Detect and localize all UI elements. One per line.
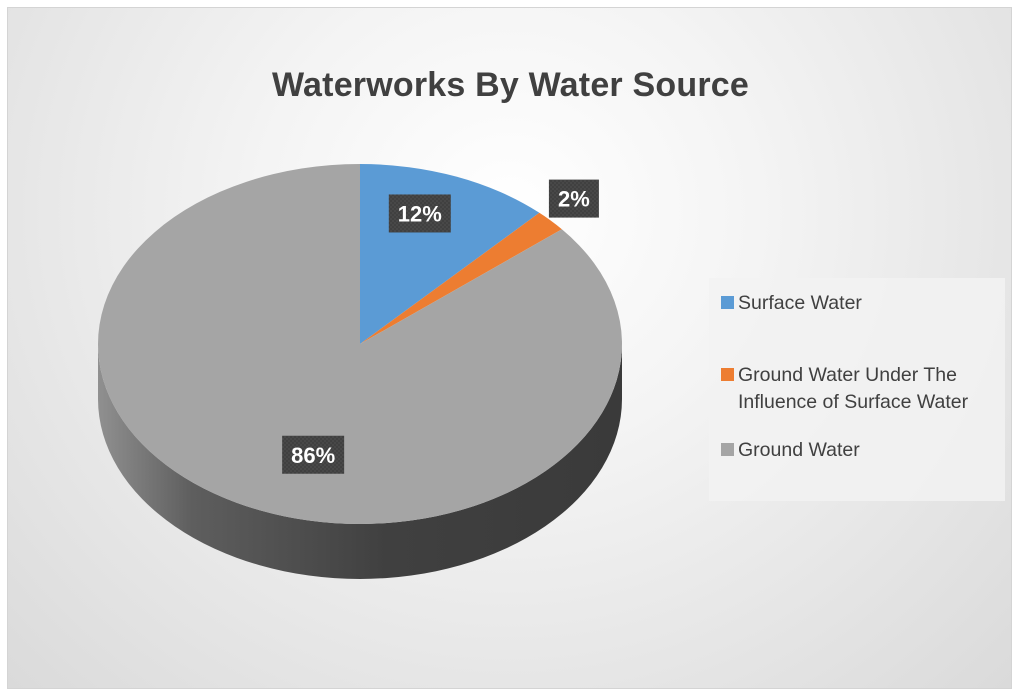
legend-label-ground-water: Ground Water xyxy=(738,439,860,461)
chart-title: Waterworks By Water Source xyxy=(272,66,749,104)
data-label-gwudi: 2% xyxy=(548,179,599,218)
legend-swatch-gwudi xyxy=(721,368,734,381)
data-label-ground-water-text: 86% xyxy=(291,443,335,468)
data-label-surface-water: 12% xyxy=(388,194,451,233)
data-label-gwudi-box xyxy=(548,179,599,218)
data-label-surface-water-text: 12% xyxy=(398,201,442,226)
data-label-ground-water: 86% xyxy=(282,435,345,474)
chart-area: Waterworks By Water Source 12% 2% 86% Surf… xyxy=(7,7,1012,689)
pie-side-surface xyxy=(98,344,622,579)
legend-label-gwudi: Ground Water Under The Influence of Surf… xyxy=(738,364,969,413)
pie-chart: 12% 2% 86% xyxy=(97,164,622,579)
legend-swatch-ground-water xyxy=(721,443,734,456)
pie-side-wall xyxy=(98,344,622,579)
legend-label-surface-water: Surface Water xyxy=(738,292,862,314)
data-label-ground-water-box xyxy=(282,435,345,474)
pie-slices xyxy=(97,164,622,524)
pie-data-labels: 12% 2% 86% xyxy=(282,179,599,474)
data-label-surface-water-box xyxy=(388,194,451,233)
pie-slice-gwudi xyxy=(360,212,562,344)
legend-swatch-surface-water xyxy=(721,296,734,309)
legend: Surface Water Ground Water Under The Inf… xyxy=(709,278,1005,501)
pie-slice-ground-water xyxy=(97,164,622,524)
legend-item-ground-water: Ground Water xyxy=(721,437,1008,464)
legend-item-gwudi: Ground Water Under The Influence of Surf… xyxy=(721,362,1008,416)
data-label-gwudi-text: 2% xyxy=(558,187,590,212)
legend-item-surface-water: Surface Water xyxy=(721,290,1008,317)
